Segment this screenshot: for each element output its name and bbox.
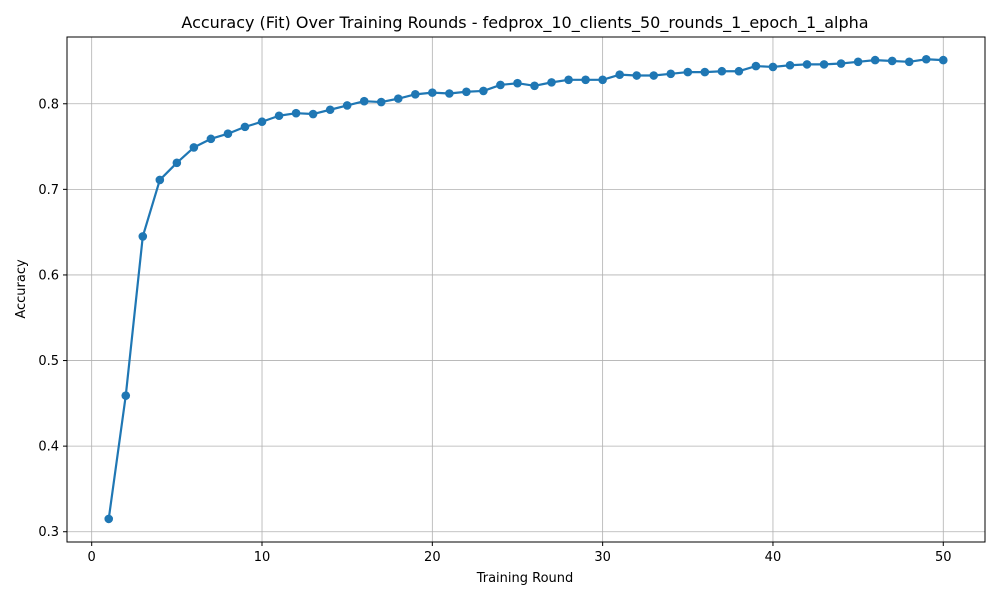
data-point (785, 60, 795, 70)
data-point (666, 69, 676, 79)
data-point (138, 232, 148, 241)
series-line (107, 58, 945, 520)
data-point (547, 78, 556, 87)
data-point (428, 88, 437, 97)
data-point (921, 54, 931, 64)
y-tick-label: 0.5 (38, 354, 59, 369)
x-tick-label: 40 (765, 550, 782, 565)
data-point (581, 75, 590, 85)
series-layer (104, 54, 948, 524)
data-point (462, 87, 471, 97)
y-axis-label: Accuracy (14, 259, 29, 319)
data-point (155, 175, 165, 185)
data-point (325, 105, 335, 115)
data-point (870, 55, 880, 65)
x-axis-label: Training Round (476, 571, 574, 586)
data-point (632, 71, 642, 80)
data-point (445, 89, 454, 98)
y-tick-label: 0.6 (38, 268, 59, 283)
x-tick-label: 20 (424, 550, 441, 565)
data-point (598, 75, 607, 85)
data-point (104, 514, 114, 524)
y-tick-label: 0.8 (38, 97, 59, 112)
data-point (410, 90, 420, 99)
data-point (513, 78, 522, 88)
data-point (172, 158, 182, 168)
data-point (291, 108, 301, 118)
y-tick-label: 0.3 (38, 525, 59, 540)
data-point (768, 62, 778, 72)
data-point (717, 66, 727, 76)
data-point (308, 109, 318, 119)
grid-layer (67, 37, 985, 542)
data-point (496, 80, 505, 90)
axes-frame (66, 36, 986, 543)
x-tick-label: 10 (254, 550, 271, 565)
y-tick-label: 0.7 (38, 183, 59, 198)
data-point (751, 61, 761, 71)
data-point (615, 70, 624, 79)
data-point (121, 391, 131, 400)
data-point (223, 129, 233, 139)
data-point (530, 81, 539, 91)
data-point (393, 94, 403, 103)
data-point (342, 101, 352, 110)
data-point (938, 55, 948, 65)
y-tick-label: 0.4 (38, 440, 59, 455)
data-point (189, 143, 199, 152)
x-tick-label: 30 (594, 550, 611, 565)
data-point (904, 57, 914, 67)
data-point (376, 97, 386, 107)
data-point (853, 57, 863, 67)
data-point (240, 122, 250, 132)
data-point (836, 59, 846, 68)
data-point (649, 71, 659, 80)
data-point (802, 60, 812, 69)
x-tick-label: 0 (88, 550, 96, 565)
data-point (887, 56, 897, 66)
data-point (274, 111, 284, 121)
data-point (359, 96, 369, 106)
data-point (683, 67, 693, 77)
data-point (819, 60, 829, 69)
data-point (257, 117, 267, 127)
data-point (479, 86, 488, 96)
tick-layer: 0 10 20 30 40 50 0.3 0.4 0.5 0.6 0.7 0.8 (38, 97, 951, 565)
data-point (206, 134, 216, 144)
data-point (564, 75, 573, 85)
chart-title: Accuracy (Fit) Over Training Rounds - fe… (181, 13, 868, 33)
x-tick-label: 50 (935, 550, 952, 565)
data-point (700, 67, 710, 77)
data-point (734, 66, 744, 76)
